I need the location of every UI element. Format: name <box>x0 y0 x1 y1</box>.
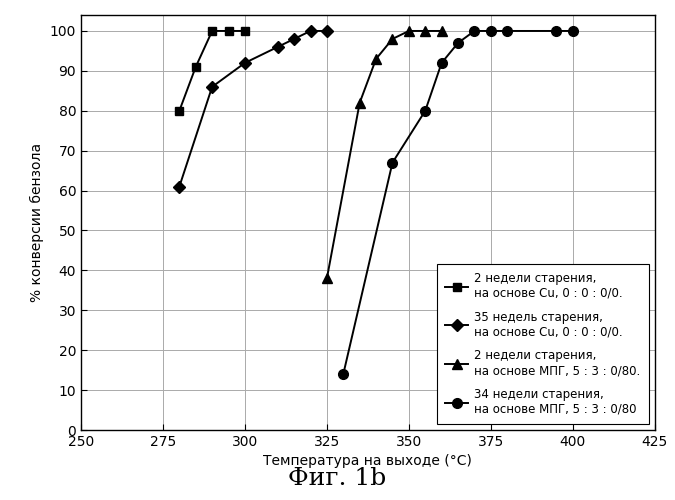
2 недели старения,
на основе МПГ, 5 : 3 : 0/80.: (340, 93): 3 : 0/80.: (340, 93) <box>372 56 380 62</box>
2 недели старения,
на основе Cu, 0 : 0 : 0/0.: (285, 91): 0 : 0/0.: (285, 91) <box>192 64 200 70</box>
Legend: 2 недели старения,
на основе Cu, 0 : 0 : 0/0., 35 недель старения,
на основе Cu,: 2 недели старения, на основе Cu, 0 : 0 :… <box>437 264 649 424</box>
34 недели старения,
на основе МПГ, 5 : 3 : 0/80: (380, 100): 3 : 0/80: (380, 100) <box>503 28 511 34</box>
2 недели старения,
на основе МПГ, 5 : 3 : 0/80.: (360, 100): 3 : 0/80.: (360, 100) <box>437 28 446 34</box>
2 недели старения,
на основе Cu, 0 : 0 : 0/0.: (300, 100): 0 : 0/0.: (300, 100) <box>241 28 249 34</box>
Y-axis label: % конверсии бензола: % конверсии бензола <box>30 143 44 302</box>
35 недель старения,
на основе Cu, 0 : 0 : 0/0.: (325, 100): 0 : 0/0.: (325, 100) <box>323 28 331 34</box>
35 недель старения,
на основе Cu, 0 : 0 : 0/0.: (315, 98): 0 : 0/0.: (315, 98) <box>290 36 298 42</box>
2 недели старения,
на основе Cu, 0 : 0 : 0/0.: (290, 100): 0 : 0/0.: (290, 100) <box>208 28 216 34</box>
35 недель старения,
на основе Cu, 0 : 0 : 0/0.: (290, 86): 0 : 0/0.: (290, 86) <box>208 84 216 90</box>
34 недели старения,
на основе МПГ, 5 : 3 : 0/80: (370, 100): 3 : 0/80: (370, 100) <box>470 28 479 34</box>
2 недели старения,
на основе МПГ, 5 : 3 : 0/80.: (325, 38): 3 : 0/80.: (325, 38) <box>323 276 331 281</box>
34 недели старения,
на основе МПГ, 5 : 3 : 0/80: (360, 92): 3 : 0/80: (360, 92) <box>437 60 446 66</box>
X-axis label: Температура на выходе (°C): Температура на выходе (°C) <box>263 454 472 468</box>
Line: 34 недели старения,
на основе МПГ, 5 : 3 : 0/80: 34 недели старения, на основе МПГ, 5 : 3… <box>338 26 578 379</box>
34 недели старения,
на основе МПГ, 5 : 3 : 0/80: (400, 100): 3 : 0/80: (400, 100) <box>569 28 577 34</box>
2 недели старения,
на основе Cu, 0 : 0 : 0/0.: (280, 80): 0 : 0/0.: (280, 80) <box>176 108 184 114</box>
34 недели старения,
на основе МПГ, 5 : 3 : 0/80: (345, 67): 3 : 0/80: (345, 67) <box>388 160 396 166</box>
2 недели старения,
на основе МПГ, 5 : 3 : 0/80.: (355, 100): 3 : 0/80.: (355, 100) <box>421 28 429 34</box>
2 недели старения,
на основе МПГ, 5 : 3 : 0/80.: (350, 100): 3 : 0/80.: (350, 100) <box>405 28 413 34</box>
34 недели старения,
на основе МПГ, 5 : 3 : 0/80: (355, 80): 3 : 0/80: (355, 80) <box>421 108 429 114</box>
34 недели старения,
на основе МПГ, 5 : 3 : 0/80: (365, 97): 3 : 0/80: (365, 97) <box>454 40 462 46</box>
34 недели старения,
на основе МПГ, 5 : 3 : 0/80: (330, 14): 3 : 0/80: (330, 14) <box>340 371 348 377</box>
Line: 35 недель старения,
на основе Cu, 0 : 0 : 0/0.: 35 недель старения, на основе Cu, 0 : 0 … <box>176 27 331 191</box>
Line: 2 недели старения,
на основе МПГ, 5 : 3 : 0/80.: 2 недели старения, на основе МПГ, 5 : 3 … <box>322 26 446 283</box>
2 недели старения,
на основе МПГ, 5 : 3 : 0/80.: (345, 98): 3 : 0/80.: (345, 98) <box>388 36 396 42</box>
2 недели старения,
на основе МПГ, 5 : 3 : 0/80.: (335, 82): 3 : 0/80.: (335, 82) <box>356 100 364 106</box>
34 недели старения,
на основе МПГ, 5 : 3 : 0/80: (375, 100): 3 : 0/80: (375, 100) <box>487 28 495 34</box>
35 недель старения,
на основе Cu, 0 : 0 : 0/0.: (320, 100): 0 : 0/0.: (320, 100) <box>306 28 315 34</box>
35 недель старения,
на основе Cu, 0 : 0 : 0/0.: (280, 61): 0 : 0/0.: (280, 61) <box>176 184 184 190</box>
35 недель старения,
на основе Cu, 0 : 0 : 0/0.: (300, 92): 0 : 0/0.: (300, 92) <box>241 60 249 66</box>
Text: Фиг. 1b: Фиг. 1b <box>288 467 387 490</box>
2 недели старения,
на основе Cu, 0 : 0 : 0/0.: (295, 100): 0 : 0/0.: (295, 100) <box>225 28 233 34</box>
34 недели старения,
на основе МПГ, 5 : 3 : 0/80: (395, 100): 3 : 0/80: (395, 100) <box>552 28 560 34</box>
35 недель старения,
на основе Cu, 0 : 0 : 0/0.: (310, 96): 0 : 0/0.: (310, 96) <box>273 44 281 50</box>
Line: 2 недели старения,
на основе Cu, 0 : 0 : 0/0.: 2 недели старения, на основе Cu, 0 : 0 :… <box>176 27 249 115</box>
